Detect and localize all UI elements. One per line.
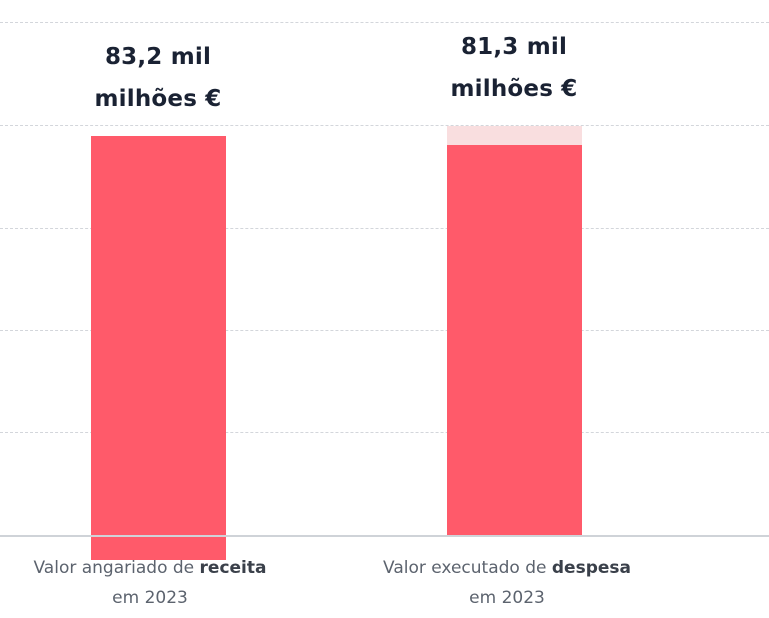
category-keyword: despesa bbox=[551, 558, 631, 578]
bar-despesa bbox=[446, 144, 582, 535]
category-keyword: receita bbox=[199, 558, 267, 578]
value-label-line1: 83,2 mil bbox=[104, 43, 212, 70]
gridline bbox=[0, 330, 769, 331]
category-prefix: Valor executado de bbox=[383, 558, 552, 578]
value-label-line2: milhões € bbox=[94, 85, 222, 112]
category-prefix: Valor angariado de bbox=[33, 558, 200, 578]
category-label-despesa: Valor executado de despesa em 2023 bbox=[370, 553, 644, 613]
x-axis-baseline bbox=[0, 535, 769, 537]
value-label-despesa: 81,3 mil milhões € bbox=[404, 26, 624, 110]
gridline bbox=[0, 432, 769, 433]
gridline bbox=[0, 228, 769, 229]
category-label-receita: Valor angariado de receita em 2023 bbox=[20, 553, 280, 613]
bar-receita bbox=[90, 135, 226, 560]
gridline bbox=[0, 22, 769, 23]
category-year: em 2023 bbox=[112, 588, 188, 608]
value-label-receita: 83,2 mil milhões € bbox=[48, 36, 268, 120]
value-label-line1: 81,3 mil bbox=[460, 33, 568, 60]
gridline bbox=[0, 125, 769, 126]
category-year: em 2023 bbox=[469, 588, 545, 608]
value-label-line2: milhões € bbox=[450, 75, 578, 102]
